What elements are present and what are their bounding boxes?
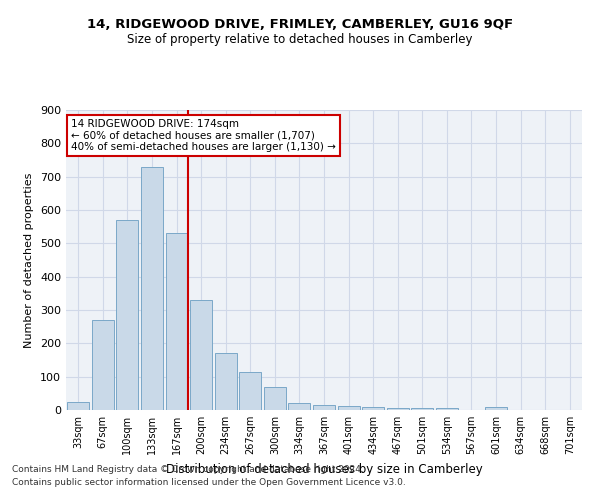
Text: Contains HM Land Registry data © Crown copyright and database right 2024.: Contains HM Land Registry data © Crown c… (12, 466, 364, 474)
Y-axis label: Number of detached properties: Number of detached properties (25, 172, 34, 348)
Bar (362, 408, 384, 410)
Bar (239, 372, 262, 410)
X-axis label: Distribution of detached houses by size in Camberley: Distribution of detached houses by size … (166, 462, 482, 475)
Bar (166, 234, 188, 410)
Bar (485, 408, 507, 410)
Text: 14 RIDGEWOOD DRIVE: 174sqm
← 60% of detached houses are smaller (1,707)
40% of s: 14 RIDGEWOOD DRIVE: 174sqm ← 60% of deta… (71, 119, 336, 152)
Bar (264, 388, 286, 410)
Text: Size of property relative to detached houses in Camberley: Size of property relative to detached ho… (127, 32, 473, 46)
Bar (386, 408, 409, 410)
Bar (92, 320, 114, 410)
Bar (141, 166, 163, 410)
Bar (215, 354, 237, 410)
Bar (313, 405, 335, 410)
Bar (190, 300, 212, 410)
Bar (436, 408, 458, 410)
Text: 14, RIDGEWOOD DRIVE, FRIMLEY, CAMBERLEY, GU16 9QF: 14, RIDGEWOOD DRIVE, FRIMLEY, CAMBERLEY,… (87, 18, 513, 30)
Bar (411, 408, 433, 410)
Text: Contains public sector information licensed under the Open Government Licence v3: Contains public sector information licen… (12, 478, 406, 487)
Bar (289, 404, 310, 410)
Bar (67, 402, 89, 410)
Bar (338, 406, 359, 410)
Bar (116, 220, 139, 410)
